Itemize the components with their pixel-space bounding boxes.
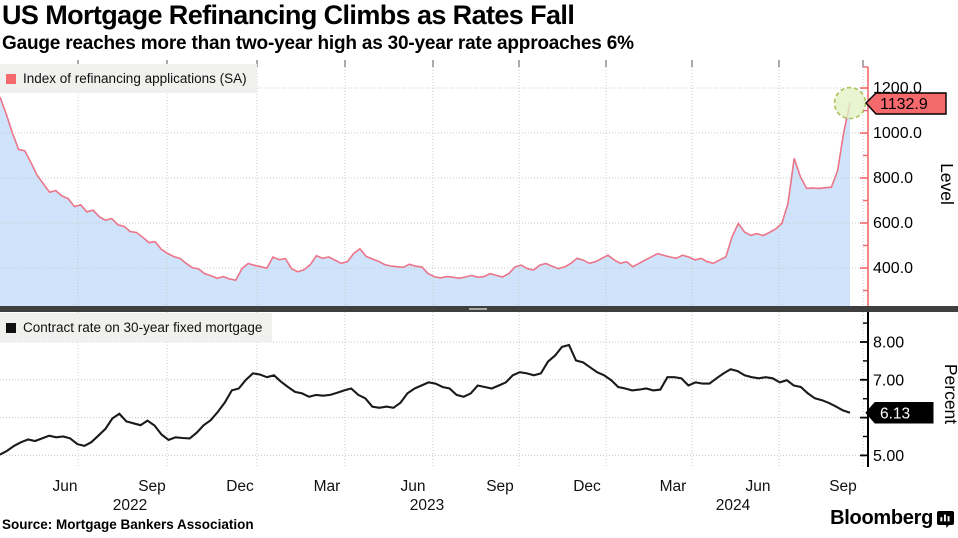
x-axis-month-label: Mar xyxy=(659,478,687,495)
rate-value-chip xyxy=(865,402,934,424)
last-point-highlight-circle xyxy=(833,86,867,120)
rate-legend-swatch-icon xyxy=(6,322,16,333)
x-axis-month-label: Jun xyxy=(52,478,78,495)
x-axis-month-label: Sep xyxy=(138,478,166,495)
y-tick-label: 5.00 xyxy=(873,448,904,465)
y-tick-label: 8.00 xyxy=(873,335,904,352)
mortgage-rate-chart: 8.00 7.00 6.00 5.00 Percent 6.13 xyxy=(0,312,958,467)
refi-index-chart: 1200.0 1000.0 800.0 600.0 400.0 Level 11… xyxy=(0,60,957,306)
x-axis-year-labels: 2022 2023 2024 xyxy=(0,497,958,515)
y-axis-ticks-bottom xyxy=(860,322,868,457)
x-axis-month-labels: Jun Sep Dec Mar Jun Sep Dec Mar Jun Sep xyxy=(0,478,958,496)
rate-legend-label: Contract rate on 30-year fixed mortgage xyxy=(23,320,263,335)
x-axis-year-label: 2022 xyxy=(112,497,148,514)
page-subtitle: Gauge reaches more than two-year high as… xyxy=(2,33,634,54)
x-axis-month-label: Mar xyxy=(313,478,341,495)
x-axis-month-label: Sep xyxy=(829,478,857,495)
x-axis-month-label: Dec xyxy=(226,478,254,495)
refi-line-series xyxy=(0,96,851,282)
x-axis-month-label: Dec xyxy=(573,478,601,495)
x-axis-year-label: 2023 xyxy=(409,497,445,514)
legend-refi-index: Index of refinancing applications (SA) xyxy=(0,64,257,93)
gridlines-bottom xyxy=(0,312,868,467)
rate-value-chip-label: 6.13 xyxy=(880,406,910,423)
refi-value-chip-label: 1132.9 xyxy=(880,96,928,113)
gridlines-top xyxy=(0,67,868,306)
y-axis-title-percent: Percent xyxy=(941,364,958,424)
x-axis-month-label: Sep xyxy=(486,478,514,495)
rate-line-series xyxy=(0,343,851,456)
bloomberg-wordmark: Bloomberg xyxy=(830,507,933,529)
top-edge-ticks xyxy=(77,60,864,67)
panel-divider-grip-icon[interactable] xyxy=(469,308,487,310)
y-axis-title-level: Level xyxy=(937,163,957,205)
y-tick-label: 400.0 xyxy=(873,260,913,277)
x-axis-month-label: Jun xyxy=(400,478,426,495)
y-tick-label: 800.0 xyxy=(873,170,913,187)
refi-value-chip xyxy=(865,92,947,115)
page-title: US Mortgage Refinancing Climbs as Rates … xyxy=(2,0,575,30)
x-axis-month-label: Jun xyxy=(745,478,771,495)
x-axis-year-label: 2024 xyxy=(715,497,751,514)
refi-legend-swatch-icon xyxy=(6,73,16,84)
y-tick-label: 600.0 xyxy=(873,215,913,232)
y-tick-label: 1000.0 xyxy=(873,125,922,142)
legend-contract-rate: Contract rate on 30-year fixed mortgage xyxy=(0,313,273,342)
bloomberg-logo-icon xyxy=(937,511,954,528)
source-credit: Source: Mortgage Bankers Association xyxy=(2,517,254,532)
refi-area-fill xyxy=(0,97,850,306)
y-axis-ticks-top xyxy=(860,66,868,292)
refi-legend-label: Index of refinancing applications (SA) xyxy=(23,71,247,86)
y-tick-label: 7.00 xyxy=(873,372,904,389)
